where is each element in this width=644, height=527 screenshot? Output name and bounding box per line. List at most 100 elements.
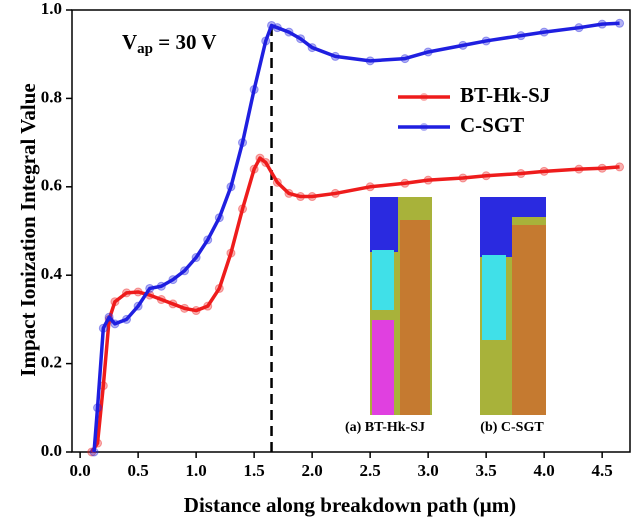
inset-region [482, 255, 506, 340]
legend-marker [420, 123, 428, 131]
data-point [255, 153, 265, 163]
y-tick-label: 0.8 [41, 87, 62, 106]
data-point [145, 283, 155, 293]
data-point [133, 301, 143, 311]
data-point [615, 18, 625, 28]
data-point [110, 319, 120, 329]
x-tick-label: 4.0 [534, 461, 555, 480]
data-point [458, 40, 468, 50]
data-point [133, 287, 143, 297]
inset-region [480, 197, 512, 257]
data-point [104, 312, 114, 322]
data-point [423, 47, 433, 57]
data-point [191, 306, 201, 316]
data-point [284, 27, 294, 37]
data-point [122, 314, 132, 324]
data-point [481, 36, 491, 46]
data-point [574, 164, 584, 174]
x-tick-label: 2.0 [302, 461, 323, 480]
data-point [191, 253, 201, 263]
x-tick-label: 0.5 [127, 461, 148, 480]
data-point [307, 192, 317, 202]
data-point [180, 266, 190, 276]
data-point [597, 19, 607, 29]
inset-region [512, 225, 546, 415]
data-point [214, 213, 224, 223]
data-point [400, 178, 410, 188]
data-point [156, 295, 166, 305]
y-tick-label: 0.6 [41, 176, 62, 195]
annotation-main: V [122, 30, 137, 54]
legend-marker [420, 93, 428, 101]
data-point [261, 36, 271, 46]
data-point [597, 163, 607, 173]
x-tick-label: 3.5 [476, 461, 497, 480]
x-axis-label: Distance along breakdown path (μm) [184, 493, 516, 517]
data-point [365, 56, 375, 66]
data-point [110, 297, 120, 307]
data-point [156, 281, 166, 291]
inset-region [370, 197, 398, 252]
annotation: Vap = 30 V [122, 30, 217, 58]
data-point [539, 166, 549, 176]
plot-frame [71, 9, 631, 453]
data-point [261, 157, 271, 167]
annotation-rest: = 30 V [153, 30, 217, 54]
data-point [458, 173, 468, 183]
data-point [203, 301, 213, 311]
x-tick-label: 3.0 [418, 461, 439, 480]
data-point [400, 54, 410, 64]
x-tick-label: 1.0 [186, 461, 207, 480]
annotation-sub: ap [137, 41, 153, 57]
data-point [214, 283, 224, 293]
series-line [92, 21, 620, 453]
data-point [539, 27, 549, 37]
data-point [284, 188, 294, 198]
data-point [267, 20, 277, 30]
data-point [423, 175, 433, 185]
inset-region [400, 220, 430, 415]
data-point [481, 171, 491, 181]
data-point [89, 447, 99, 457]
data-point [574, 23, 584, 33]
data-point [93, 403, 103, 413]
data-point [516, 31, 526, 41]
legend-label: C-SGT [460, 113, 524, 137]
data-point [168, 299, 178, 309]
data-point [180, 303, 190, 313]
data-point [249, 85, 259, 95]
data-point [307, 43, 317, 53]
data-point [249, 164, 259, 174]
inset-region [372, 320, 394, 415]
data-point [330, 188, 340, 198]
inset-caption: (b) C-SGT [480, 420, 544, 435]
series-line [90, 156, 620, 453]
inset-region [512, 197, 546, 217]
inset-caption: (a) BT-Hk-SJ [345, 420, 425, 435]
data-point [272, 177, 282, 187]
y-tick-label: 1.0 [41, 0, 62, 18]
data-point [365, 182, 375, 192]
data-point [226, 248, 236, 258]
data-point [238, 138, 248, 148]
inset-region [372, 250, 394, 310]
data-point [238, 204, 248, 214]
data-point [296, 192, 306, 202]
data-point [98, 323, 108, 333]
data-point [272, 23, 282, 33]
data-point [203, 235, 213, 245]
legend-label: BT-Hk-SJ [460, 83, 550, 107]
data-point [296, 34, 306, 44]
x-tick-label: 2.5 [360, 461, 381, 480]
x-tick-label: 4.5 [592, 461, 613, 480]
data-point [516, 169, 526, 179]
y-axis-label: Impact Ionization Integral Value [16, 83, 40, 376]
data-point [168, 275, 178, 285]
x-tick-label: 0.0 [69, 461, 90, 480]
data-point [226, 182, 236, 192]
x-tick-label: 1.5 [244, 461, 265, 480]
data-point [122, 288, 132, 298]
inset: (a) BT-Hk-SJ (b) C-SGT [345, 197, 546, 435]
y-tick-label: 0.2 [41, 353, 62, 372]
data-point [330, 51, 340, 61]
